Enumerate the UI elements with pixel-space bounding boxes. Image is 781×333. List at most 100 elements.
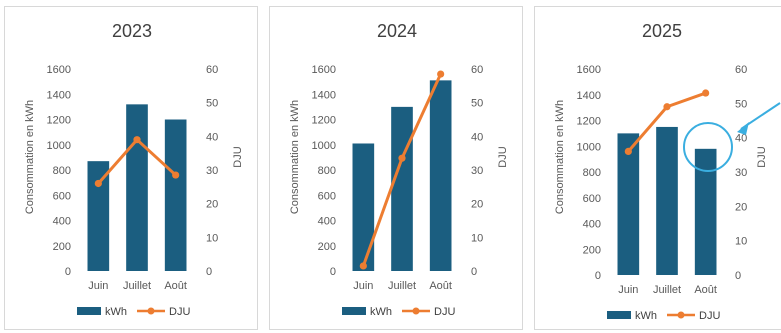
- legend-label-dju: DJU: [699, 310, 720, 322]
- legend-marker-dju: [147, 307, 155, 315]
- y-tick-label: 200: [318, 241, 336, 253]
- y-tick-label: 1000: [47, 140, 71, 152]
- bar-kwh: [126, 104, 148, 271]
- y2-tick-label: 30: [735, 167, 747, 179]
- legend-label-kwh: kWh: [105, 306, 127, 318]
- chart-panel-2025: 2025 Consommation en kWh DJU 0 200 400 600 8…: [534, 6, 781, 330]
- y2-tick-label: 20: [206, 199, 218, 211]
- legend-swatch-kwh: [342, 307, 366, 315]
- bar-kwh: [656, 126, 678, 275]
- legend-label-dju: DJU: [434, 306, 455, 318]
- y-tick-label: 0: [330, 266, 336, 278]
- y-tick-label: 0: [595, 270, 601, 282]
- y2-axis-label: DJU: [232, 146, 244, 167]
- chart-legend: kWh DJU: [77, 306, 190, 318]
- x-category-label: Août: [429, 280, 452, 292]
- x-category-label: Juin: [618, 284, 638, 296]
- y2-tick-label: 40: [735, 133, 747, 145]
- y-tick-label: 800: [318, 165, 336, 177]
- y-tick-label: 400: [53, 216, 71, 228]
- line-point-dju: [398, 154, 406, 162]
- line-point-dju: [133, 136, 141, 144]
- annotation-arrowhead: [737, 122, 749, 135]
- y-tick-label: 1200: [577, 116, 601, 128]
- x-category-label: Juin: [353, 280, 373, 292]
- legend-label-kwh: kWh: [635, 310, 657, 322]
- y-axis-label: Consommation en kWh: [554, 100, 566, 214]
- y-tick-label: 1200: [312, 115, 336, 127]
- y2-tick-label: 0: [206, 266, 212, 278]
- y-tick-label: 200: [583, 244, 601, 256]
- legend-marker-dju: [412, 307, 420, 315]
- bar-kwh: [429, 80, 452, 271]
- y-tick-label: 1600: [577, 64, 601, 76]
- x-category-label: Juillet: [388, 280, 416, 292]
- y2-tick-label: 60: [471, 64, 483, 76]
- line-point-dju: [663, 103, 671, 111]
- y2-tick-label: 50: [735, 98, 747, 110]
- annotation-highlight: [683, 102, 781, 172]
- y-tick-label: 600: [318, 190, 336, 202]
- chart-legend: kWh DJU: [342, 306, 455, 318]
- x-category-label: Août: [164, 280, 187, 292]
- y-axis-label: Consommation en kWh: [289, 100, 301, 214]
- y-tick-label: 1000: [312, 140, 336, 152]
- x-category-label: Juin: [88, 280, 108, 292]
- y-tick-label: 400: [583, 219, 601, 231]
- y-tick-label: 1200: [47, 115, 71, 127]
- chart-svg-2025: 2025 Consommation en kWh DJU 02004006008…: [554, 21, 781, 322]
- y2-tick-label: 60: [206, 64, 218, 76]
- chart-panel-2023: 2023 Consommation en kWh DJU 0 200 400 600 8…: [4, 6, 258, 330]
- y-tick-label: 0: [65, 266, 71, 278]
- y-tick-label: 600: [53, 190, 71, 202]
- y2-tick-label: 50: [471, 98, 483, 110]
- y2-tick-label: 20: [735, 201, 747, 213]
- y2-tick-label: 30: [471, 165, 483, 177]
- chart-svg-2023: 2023 Consommation en kWh DJU 02004006008…: [24, 21, 244, 318]
- y2-tick-label: 50: [206, 98, 218, 110]
- y2-tick-label: 10: [471, 232, 483, 244]
- bar-kwh: [694, 148, 717, 275]
- y2-tick-label: 10: [206, 232, 218, 244]
- line-point-dju: [94, 179, 102, 188]
- bar-kwh: [617, 133, 640, 275]
- chart-panel-2024: 2024 Consommation en kWh DJU 0 200 400 600 8…: [269, 6, 523, 330]
- y2-axis-label: DJU: [497, 146, 509, 167]
- y-tick-label: 1600: [47, 64, 71, 76]
- y-tick-label: 1600: [312, 64, 336, 76]
- y2-tick-label: 60: [735, 64, 747, 76]
- legend-label-dju: DJU: [169, 306, 190, 318]
- y-tick-label: 1000: [577, 141, 601, 153]
- bar-kwh: [164, 119, 187, 271]
- y-tick-label: 400: [318, 216, 336, 228]
- chart-title: 2025: [642, 21, 682, 41]
- y2-tick-label: 30: [206, 165, 218, 177]
- y-tick-label: 800: [583, 167, 601, 179]
- bar-kwh: [391, 106, 413, 271]
- line-point-dju: [437, 70, 445, 78]
- chart-legend: kWh DJU: [607, 310, 720, 322]
- x-category-label: Juillet: [653, 284, 681, 296]
- x-category-label: Juillet: [123, 280, 151, 292]
- y2-tick-label: 0: [471, 266, 477, 278]
- y2-tick-label: 20: [471, 199, 483, 211]
- y2-tick-label: 0: [735, 270, 741, 282]
- y-tick-label: 200: [53, 241, 71, 253]
- annotation-circle: [683, 122, 733, 172]
- chart-svg-2024: 2024 Consommation en kWh DJU 02004006008…: [289, 21, 509, 318]
- y-axis-label: Consommation en kWh: [24, 100, 36, 214]
- line-point-dju: [624, 147, 632, 155]
- bar-kwh: [352, 143, 375, 271]
- line-point-dju: [172, 171, 180, 179]
- legend-swatch-kwh: [607, 311, 631, 319]
- y-tick-label: 600: [583, 193, 601, 205]
- y2-tick-label: 40: [206, 131, 218, 143]
- legend-marker-dju: [677, 311, 685, 319]
- chart-title: 2023: [112, 21, 152, 41]
- y-tick-label: 1400: [47, 89, 71, 101]
- legend-label-kwh: kWh: [370, 306, 392, 318]
- y2-tick-label: 40: [471, 131, 483, 143]
- line-point-dju: [359, 262, 367, 270]
- y2-axis-label: DJU: [756, 146, 768, 167]
- y-tick-label: 1400: [312, 89, 336, 101]
